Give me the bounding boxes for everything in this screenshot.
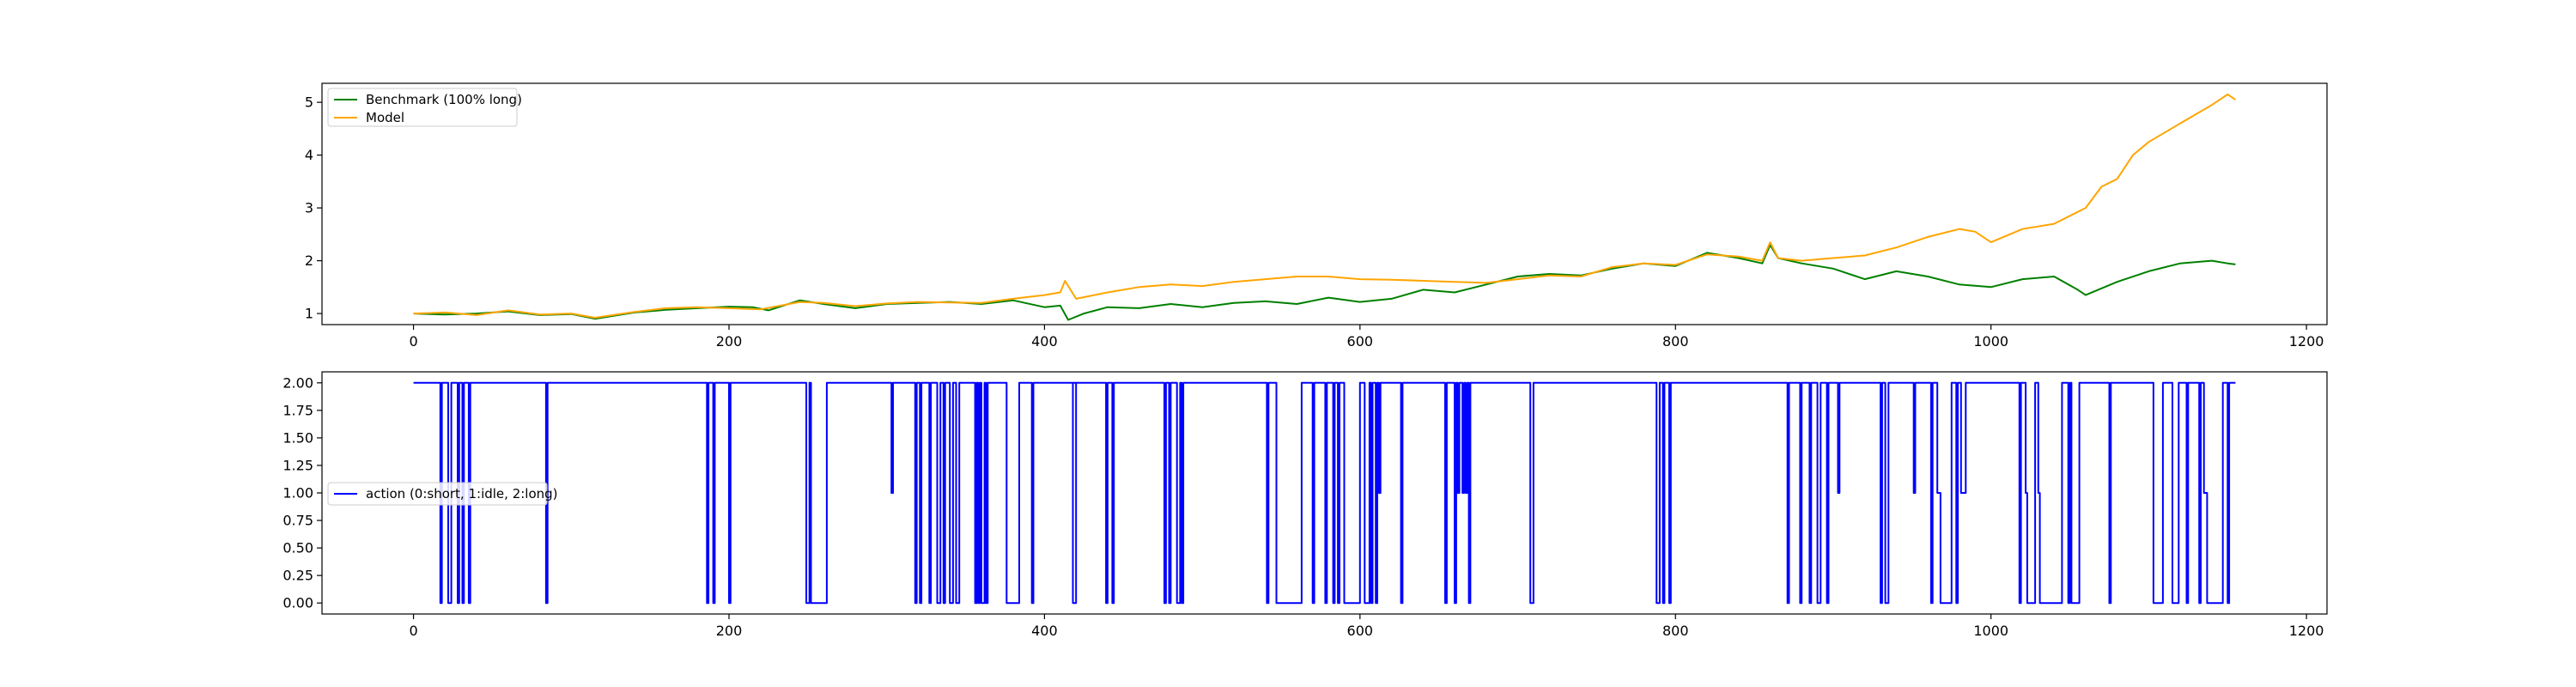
x-tick-label: 0: [409, 623, 417, 639]
y-tick-label: 0.00: [283, 595, 313, 611]
x-tick-label: 800: [1662, 333, 1689, 350]
x-tick-label: 200: [716, 333, 743, 350]
top-chart-panel: 0 200 400 600 800 1000 1200 1 2 3 4 5 Benchmark (100…: [305, 82, 2328, 350]
legend-label: action (0:short, 1:idle, 2:long): [366, 486, 558, 502]
x-tick-label: 200: [716, 623, 743, 639]
x-tick-label: 600: [1347, 623, 1374, 639]
legend-box: [327, 482, 548, 506]
series-line-1-0: [413, 381, 2236, 605]
y-tick-label: 2.00: [283, 374, 313, 391]
x-tick-label: 800: [1662, 623, 1689, 639]
axes-frame: [321, 82, 2328, 325]
y-tick-label: 1.00: [283, 485, 313, 502]
y-tick-label: 1: [305, 306, 313, 322]
y-tick-label: 0.75: [283, 513, 313, 529]
y-tick-label: 1.75: [283, 402, 313, 418]
legend-box: [327, 88, 518, 127]
y-tick-label: 4: [305, 147, 313, 163]
y-tick-label: 2: [305, 252, 313, 269]
x-tick-label: 1000: [1973, 623, 2008, 639]
x-tick-label: 400: [1031, 333, 1058, 350]
x-tick-label: 1200: [2289, 333, 2324, 350]
x-tick-label: 1000: [1973, 333, 2008, 350]
y-tick-label: 1.50: [283, 429, 313, 446]
x-tick-label: 0: [409, 333, 417, 350]
y-tick-label: 5: [305, 94, 313, 111]
legend: action (0:short, 1:idle, 2:long): [327, 482, 558, 506]
y-tick-label: 3: [305, 200, 313, 216]
x-tick-label: 1200: [2289, 623, 2324, 639]
y-tick-label: 1.25: [283, 457, 313, 473]
y-tick-label: 0.50: [283, 540, 313, 556]
y-tick-label: 0.25: [283, 568, 313, 584]
legend-label: Model: [366, 110, 404, 125]
x-tick-label: 400: [1031, 623, 1058, 639]
series-line-0-0: [413, 244, 2236, 321]
legend-label: Benchmark (100% long): [366, 92, 522, 107]
legend: Benchmark (100% long) Model: [327, 88, 522, 127]
x-tick-label: 600: [1347, 333, 1374, 350]
series-line-0-1: [413, 93, 2236, 319]
bottom-chart-panel: 0 200 400 600 800 1000 1200 0.00 0.25 0.50 0.75 1.0…: [283, 371, 2328, 639]
